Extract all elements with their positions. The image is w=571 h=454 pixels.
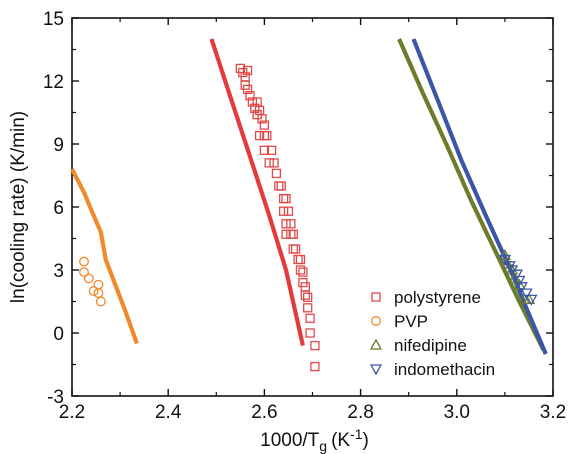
legend-item: indomethacin	[369, 360, 495, 379]
data-point	[281, 193, 291, 204]
data-point	[262, 130, 272, 141]
data-point	[303, 303, 313, 313]
fit-curve	[209, 38, 305, 347]
data-point	[515, 282, 528, 294]
data-point	[242, 65, 253, 76]
legend-label: PVP	[394, 312, 428, 331]
legend-label: indomethacin	[394, 360, 495, 379]
data-point	[250, 103, 260, 113]
data-point	[498, 254, 512, 266]
data-point	[510, 269, 524, 281]
data-point	[259, 120, 270, 130]
data-point	[278, 206, 289, 216]
y-tick-label: 0	[53, 324, 64, 345]
y-tick-label: 15	[43, 9, 64, 30]
data-point	[247, 97, 258, 107]
x-axis-label-unit: (K	[331, 430, 350, 451]
data-point	[293, 254, 303, 265]
fit-curve	[397, 38, 546, 351]
data-point	[303, 292, 313, 302]
data-point	[245, 91, 255, 101]
series-polystyrene	[235, 63, 320, 372]
x-tick-label: 2.2	[59, 402, 85, 423]
fit-curve	[70, 168, 139, 345]
legend-item: polystyrene	[371, 288, 481, 307]
data-point	[281, 219, 291, 229]
data-point	[271, 168, 282, 179]
fit-curve	[411, 38, 548, 355]
x-tick-label: 3.0	[444, 402, 470, 423]
y-tick-label: 9	[53, 135, 64, 156]
data-point	[498, 248, 512, 260]
legend-marker	[369, 364, 383, 376]
legend-label: nifedipine	[394, 336, 467, 355]
x-tick-label: 2.4	[155, 402, 182, 423]
data-point	[295, 265, 306, 275]
y-tick-label: 3	[53, 261, 64, 282]
data-point	[266, 145, 277, 155]
data-point	[259, 130, 270, 141]
data-point	[79, 267, 89, 278]
x-axis-label-main: 1000/T	[260, 430, 320, 451]
data-point	[291, 244, 301, 254]
data-point	[295, 254, 306, 265]
data-point	[305, 328, 315, 338]
y-tick-label: 12	[43, 72, 64, 93]
legend-item: PVP	[371, 312, 428, 331]
data-point	[310, 340, 320, 351]
axis-ticks: 2.2 2.4 2.6 2.8 3.0 3.2 -3 0 3 6 9 12 15	[43, 9, 566, 423]
legend: polystyrene PVP nifedipine indomethacin	[369, 288, 495, 379]
data-point	[254, 130, 265, 141]
data-point	[83, 273, 94, 284]
data-point	[259, 145, 270, 155]
x-axis-label: 1000/Tg (K-1)	[260, 426, 369, 454]
data-point	[305, 313, 315, 323]
legend-label: polystyrene	[394, 288, 481, 307]
data-point	[278, 193, 289, 204]
data-point	[257, 114, 267, 124]
data-point	[269, 158, 279, 168]
data-point	[242, 84, 253, 95]
data-point	[288, 229, 298, 239]
data-point	[276, 181, 286, 191]
data-point	[88, 286, 99, 296]
data-point	[288, 244, 298, 254]
data-point	[283, 206, 294, 216]
chart-marks	[70, 38, 548, 372]
y-tick-label: 6	[53, 198, 64, 219]
data-point	[79, 256, 89, 267]
data-point	[286, 229, 296, 239]
series-PVP	[79, 256, 106, 307]
y-axis-label: ln(cooling rate) (K/min)	[8, 111, 29, 303]
x-tick-label: 3.2	[540, 402, 566, 423]
data-point	[298, 267, 308, 277]
legend-marker	[369, 338, 383, 350]
legend-marker	[371, 292, 381, 302]
x-axis-label-sup: -1	[350, 426, 363, 442]
x-tick-label: 2.8	[347, 402, 373, 423]
x-axis-label-close: )	[363, 430, 369, 451]
data-point	[520, 288, 533, 300]
data-point	[513, 275, 526, 287]
data-point	[264, 158, 274, 168]
x-tick-label: 2.6	[251, 402, 277, 423]
data-point	[300, 290, 310, 300]
data-point	[274, 181, 284, 191]
data-point	[95, 296, 106, 307]
data-point	[525, 294, 538, 306]
data-point	[310, 361, 320, 372]
y-tick-label: -3	[47, 387, 64, 408]
legend-marker	[371, 316, 381, 326]
x-axis-label-sub: g	[319, 438, 327, 454]
series-indomethacin	[498, 254, 538, 306]
legend-item: nifedipine	[369, 336, 467, 355]
data-point	[281, 229, 291, 239]
data-point	[286, 219, 296, 229]
